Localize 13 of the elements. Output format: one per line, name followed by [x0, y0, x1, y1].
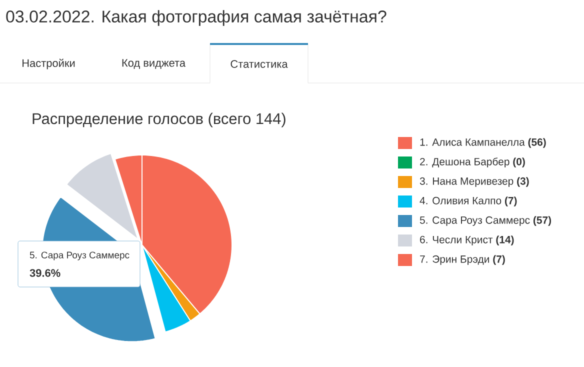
- chart-title: Распределение голосов (всего 144): [32, 112, 286, 128]
- text: 5. Сара Роуз Саммерс: [30, 252, 130, 260]
- chart-subtitle: 03.02.2022. Какая фотография самая зачётная?: [6, 10, 386, 26]
- legend-label: 1. Алиса Кампанелла (56): [420, 138, 546, 148]
- text: Настройки: [22, 58, 75, 70]
- legend-label: 7. Эрин Брэди (7): [420, 255, 505, 265]
- text: 39.6%: [30, 269, 60, 277]
- legend-label: 2. Дешона Барбер (0): [420, 158, 525, 168]
- legend-label: 6. Чесли Крист (14): [420, 236, 514, 246]
- legend-label: 5. Сара Роуз Саммерс (57): [420, 216, 552, 226]
- legend-label: 4. Оливия Калпо (7): [420, 196, 517, 206]
- text: Код виджета: [122, 59, 186, 69]
- legend-label: 3. Нана Меривезер (3): [420, 177, 529, 187]
